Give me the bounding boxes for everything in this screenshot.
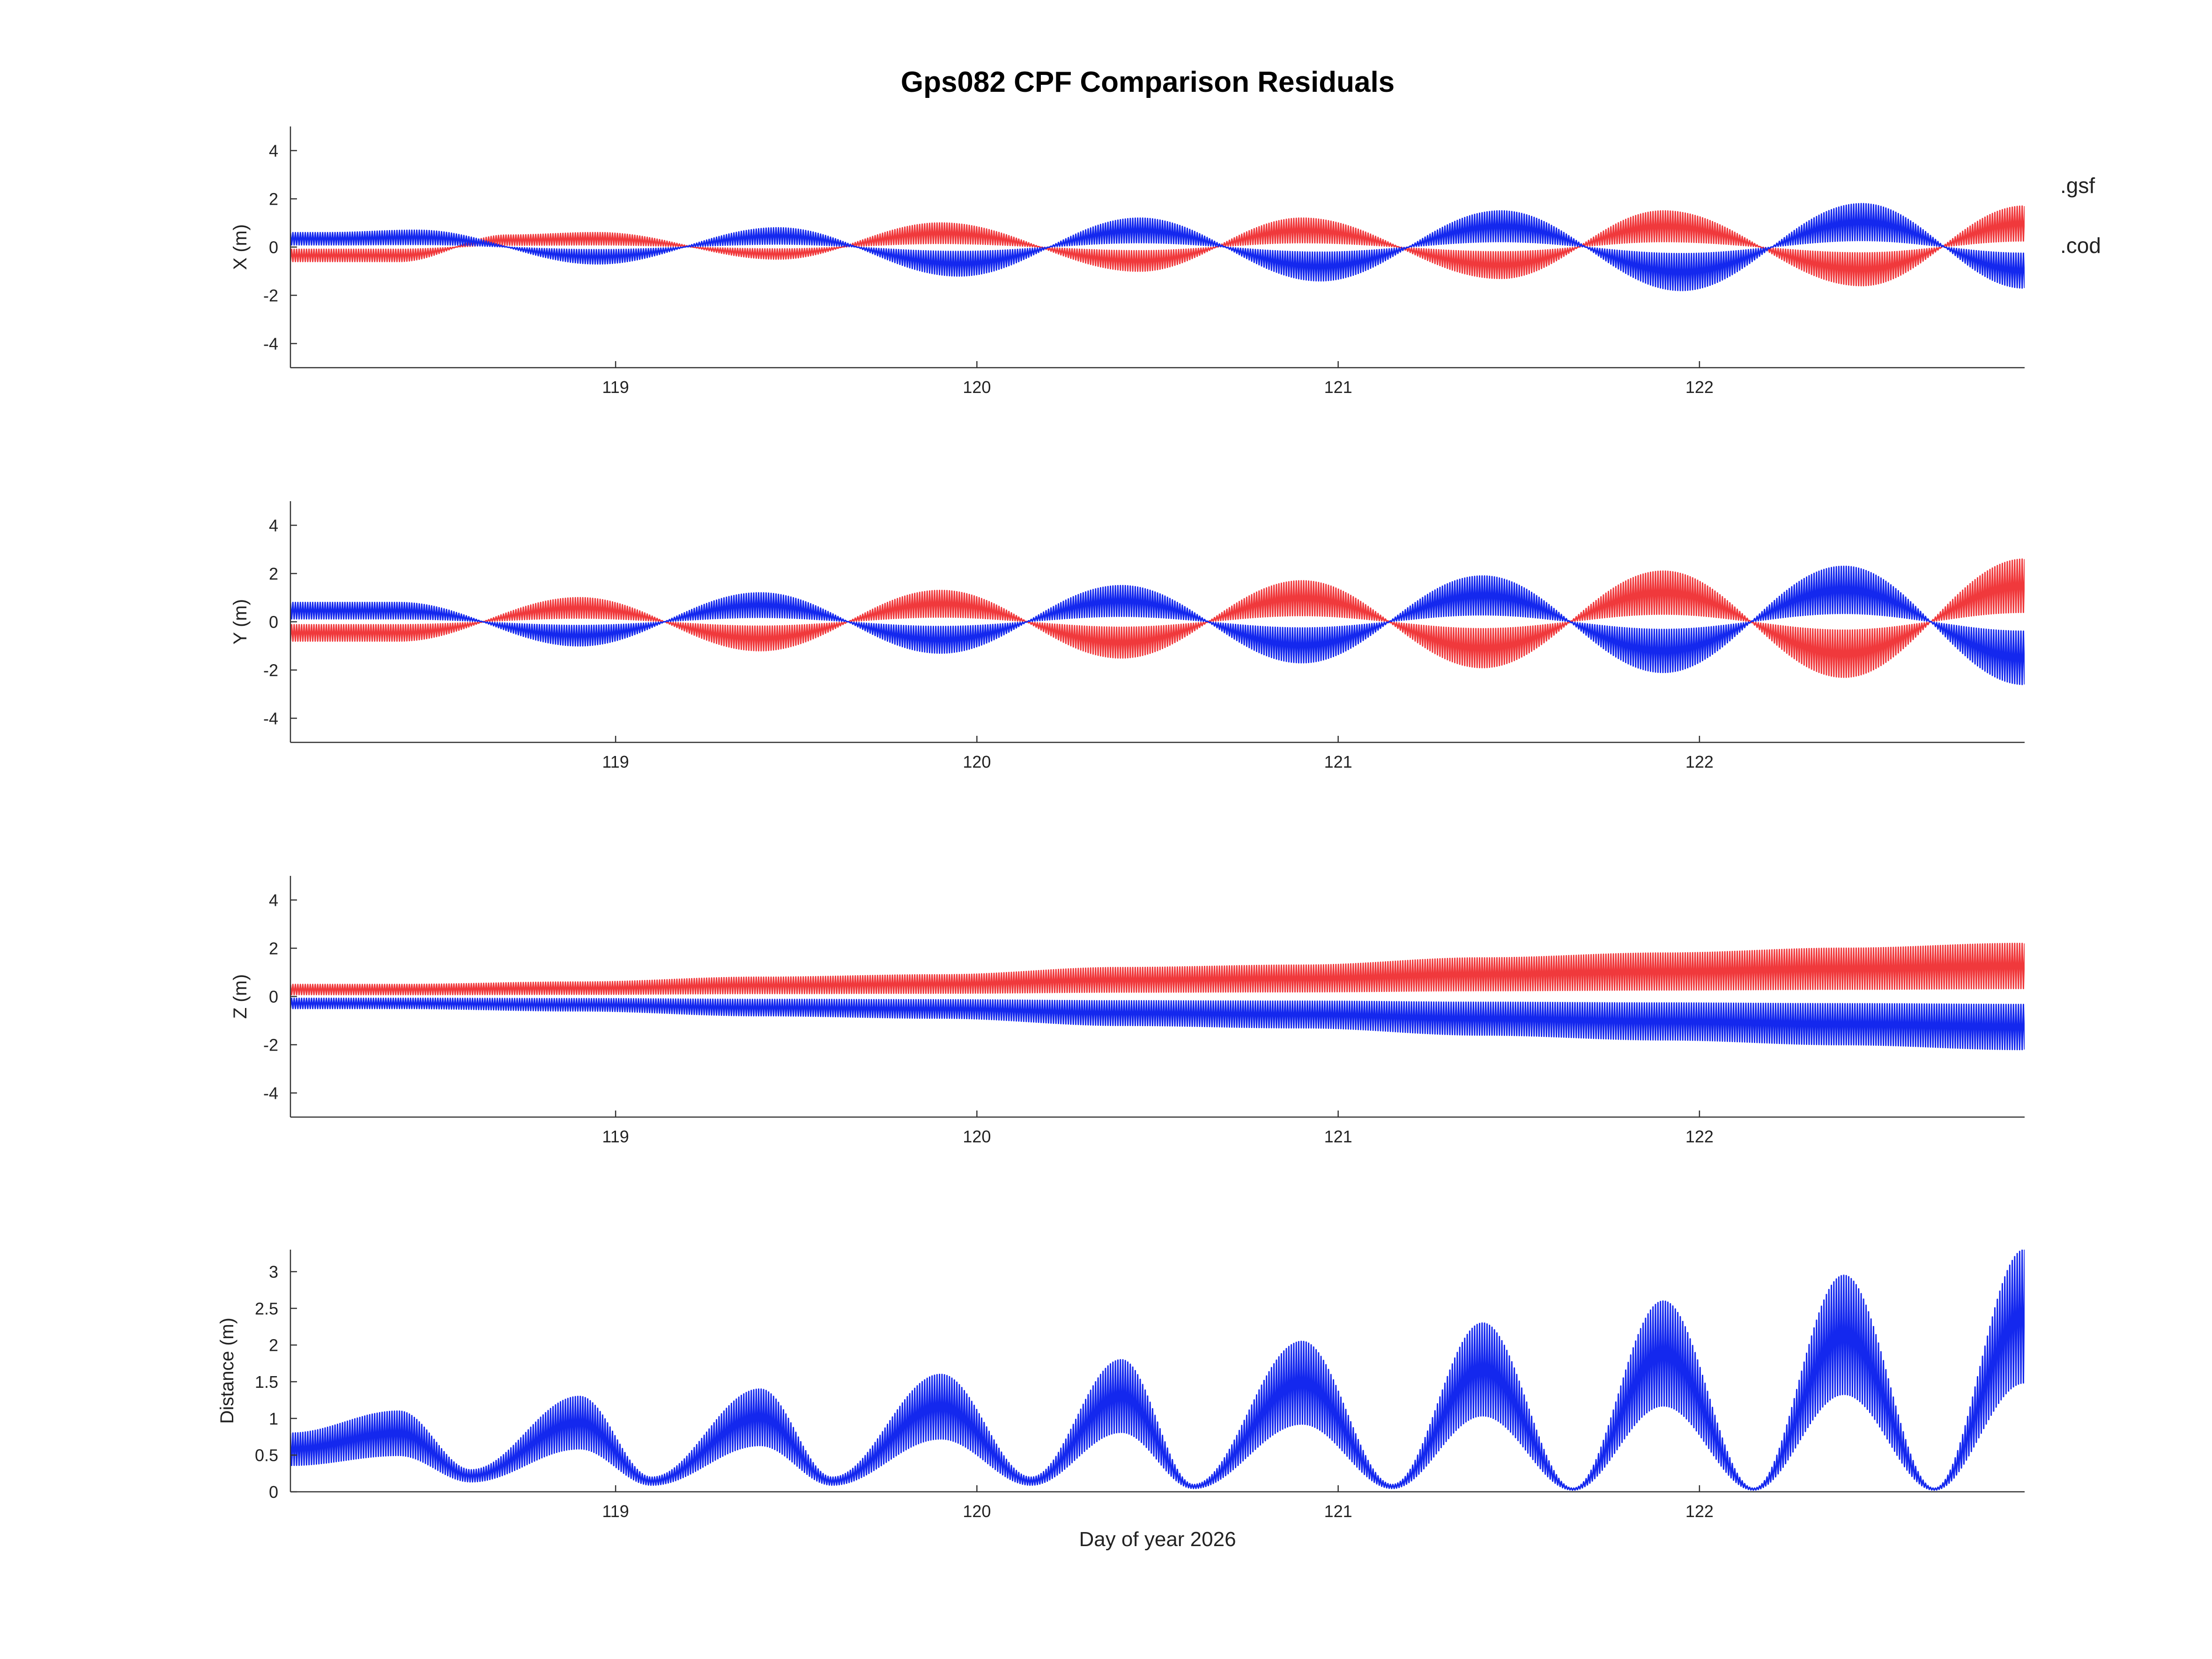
y-tick-label: 2 — [269, 564, 278, 584]
y-tick-label: 4 — [269, 516, 278, 535]
y-tick-label: 2.5 — [255, 1299, 278, 1318]
panel-z: 4 2 0 -2 -4 119 120 121 122 Z (m) — [230, 876, 2025, 1146]
y-tick-label: 0 — [269, 238, 278, 257]
y-tick-label: 0 — [269, 613, 278, 632]
x-tick-label: 122 — [1685, 752, 1714, 771]
y-tick-label: 4 — [269, 891, 278, 910]
series-gsf-z — [290, 942, 2025, 996]
x-tick-label: 119 — [602, 1502, 629, 1521]
y-tick-label: 1 — [269, 1409, 278, 1428]
y-tick-label: 0.5 — [255, 1446, 278, 1465]
y-axis-label: Y (m) — [230, 599, 251, 644]
series-line — [290, 565, 2025, 685]
x-tick-label: 122 — [1685, 378, 1714, 397]
y-axis-label: Z (m) — [230, 974, 251, 1019]
x-tick-label: 119 — [602, 752, 629, 771]
y-tick-label: 2 — [269, 1336, 278, 1355]
x-tick-label: 119 — [602, 378, 629, 397]
series-line — [290, 942, 2025, 996]
panel-x: 4 2 0 -2 -4 119 120 121 122 X (m) — [230, 126, 2025, 397]
series-line — [290, 558, 2025, 678]
panel-y: 4 2 0 -2 -4 119 120 121 122 Y (m) — [230, 501, 2025, 771]
x-tick-label: 119 — [602, 1127, 629, 1146]
series-line — [290, 203, 2025, 291]
y-tick-label: -4 — [263, 334, 278, 354]
series-line — [290, 205, 2025, 287]
y-tick-label: 0 — [269, 1482, 278, 1502]
y-tick-label: -4 — [263, 1084, 278, 1103]
chart-title: Gps082 CPF Comparison Residuals — [901, 66, 1395, 98]
x-tick-label: 120 — [963, 1502, 991, 1521]
x-tick-label: 121 — [1324, 752, 1352, 771]
y-tick-label: 3 — [269, 1262, 278, 1281]
series-cod-x — [290, 203, 2025, 291]
series-cod-distance — [290, 1250, 2025, 1491]
legend-label-cod: .cod — [2060, 233, 2101, 258]
legend: .gsf .cod — [2060, 173, 2101, 258]
y-tick-label: -2 — [263, 1036, 278, 1055]
y-tick-label: 1.5 — [255, 1372, 278, 1392]
series-line — [290, 997, 2025, 1051]
series-line — [290, 1250, 2025, 1491]
y-tick-label: 0 — [269, 987, 278, 1007]
series-cod-y — [290, 565, 2025, 685]
y-tick-label: -2 — [263, 286, 278, 305]
y-tick-label: 4 — [269, 141, 278, 161]
x-tick-label: 120 — [963, 752, 991, 771]
x-tick-label: 121 — [1324, 1502, 1352, 1521]
y-axis-label: Distance (m) — [217, 1318, 238, 1424]
panel-distance: 3 2.5 2 1.5 1 0.5 0 119 120 121 122 Distance (m) Day… — [217, 1250, 2025, 1551]
y-tick-label: 2 — [269, 190, 278, 209]
x-tick-label: 122 — [1685, 1127, 1714, 1146]
x-tick-label: 120 — [963, 1127, 991, 1146]
x-tick-label: 120 — [963, 378, 991, 397]
legend-label-gsf: .gsf — [2060, 173, 2095, 198]
y-axis-label: X (m) — [230, 224, 251, 270]
series-cod-z — [290, 997, 2025, 1051]
y-tick-label: -4 — [263, 709, 278, 728]
y-tick-label: 2 — [269, 939, 278, 958]
x-tick-label: 121 — [1324, 1127, 1352, 1146]
series-gsf-y — [290, 558, 2025, 678]
series-gsf-x — [290, 205, 2025, 287]
x-tick-label: 121 — [1324, 378, 1352, 397]
x-axis-label: Day of year 2026 — [1079, 1528, 1236, 1551]
y-tick-label: -2 — [263, 661, 278, 680]
x-tick-label: 122 — [1685, 1502, 1714, 1521]
